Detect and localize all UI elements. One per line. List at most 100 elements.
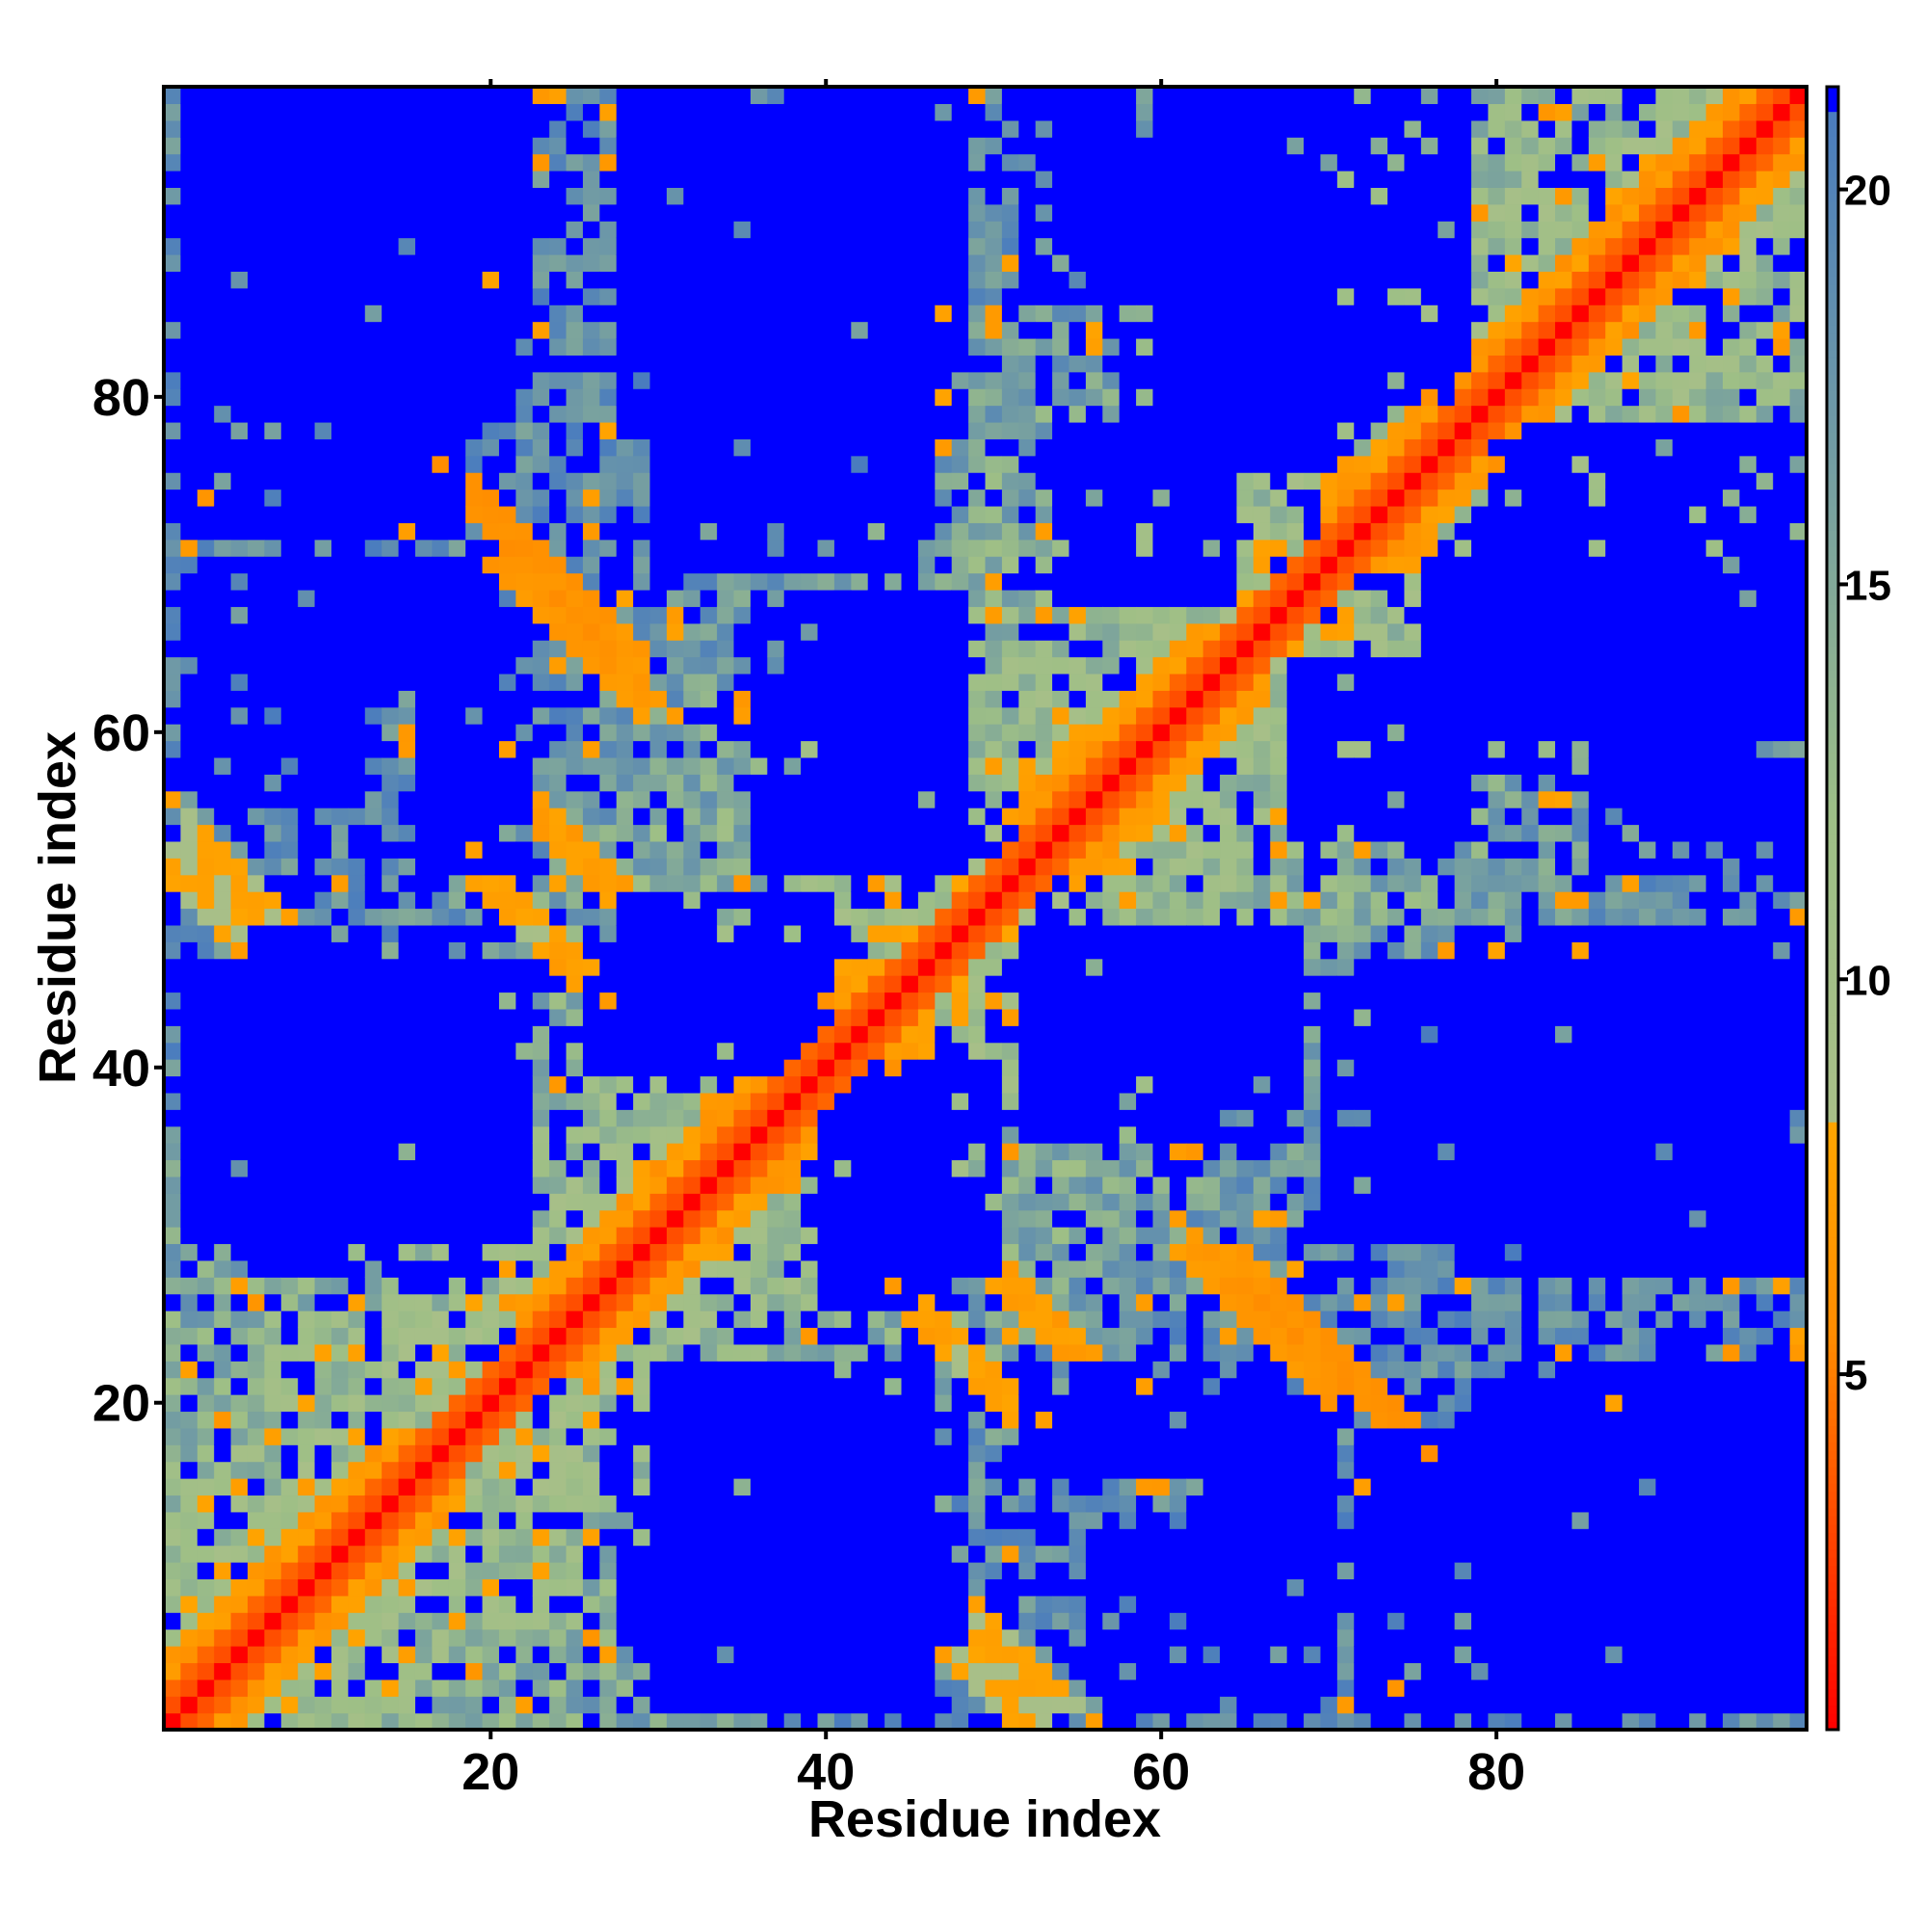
heatmap-cell [532, 1628, 550, 1647]
heatmap-cell [917, 690, 936, 708]
heatmap-cell [1001, 539, 1019, 557]
heatmap-cell [733, 756, 752, 775]
heatmap-cell [448, 1059, 466, 1077]
heatmap-cell [683, 556, 701, 574]
heatmap-cell [817, 405, 835, 423]
heatmap-cell [566, 1528, 584, 1547]
heatmap-cell [750, 1478, 768, 1496]
heatmap-cell [382, 1377, 400, 1395]
heatmap-cell [985, 1176, 1003, 1194]
heatmap-cell [432, 1176, 450, 1194]
heatmap-cell [901, 287, 919, 305]
heatmap-cell [750, 405, 768, 423]
heatmap-cell [364, 1595, 383, 1613]
heatmap-cell [164, 606, 181, 624]
heatmap-cell [515, 941, 534, 960]
heatmap-cell [498, 622, 516, 641]
heatmap-cell [750, 421, 768, 439]
heatmap-cell [935, 572, 953, 591]
heatmap-cell [733, 740, 752, 758]
heatmap-cell [448, 640, 466, 658]
heatmap-cell [432, 187, 450, 205]
heatmap-cell [398, 1008, 416, 1026]
heatmap-cell [666, 1377, 684, 1395]
heatmap-cell [230, 1209, 249, 1228]
heatmap-cell [264, 522, 282, 541]
heatmap-cell [767, 253, 785, 272]
heatmap-cell [298, 221, 316, 239]
heatmap-cell [314, 321, 332, 339]
heatmap-cell [498, 807, 516, 826]
heatmap-cell [700, 1277, 718, 1295]
heatmap-cell [935, 673, 953, 691]
heatmap-cell [566, 992, 584, 1010]
heatmap-cell [582, 87, 600, 104]
heatmap-cell [448, 1696, 466, 1714]
heatmap-cell [649, 221, 668, 239]
heatmap-cell [917, 388, 936, 407]
heatmap-cell [364, 1444, 383, 1463]
heatmap-cell [164, 1361, 181, 1379]
heatmap-cell [498, 237, 516, 255]
heatmap-cell [633, 1361, 651, 1379]
heatmap-cell [566, 556, 584, 574]
heatmap-cell [364, 824, 383, 842]
heatmap-cell [532, 153, 550, 172]
heatmap-cell [549, 1008, 568, 1026]
heatmap-cell [532, 539, 550, 557]
heatmap-cell [298, 992, 316, 1010]
heatmap-cell [515, 103, 534, 121]
heatmap-cell [985, 858, 1003, 876]
heatmap-cell [414, 137, 433, 155]
heatmap-cell [465, 355, 484, 373]
heatmap-cell [649, 824, 668, 842]
heatmap-cell [817, 522, 835, 541]
heatmap-cell [465, 572, 484, 591]
heatmap-cell [968, 1495, 987, 1513]
heatmap-cell [917, 1327, 936, 1345]
heatmap-cell [599, 87, 618, 104]
heatmap-cell [633, 1427, 651, 1445]
heatmap-cell [633, 1109, 651, 1127]
heatmap-cell [616, 1243, 634, 1261]
heatmap-cell [968, 1679, 987, 1697]
heatmap-cell [448, 287, 466, 305]
heatmap-cell [833, 1143, 852, 1161]
heatmap-cell [230, 1109, 249, 1127]
heatmap-cell [414, 622, 433, 641]
heatmap-cell [498, 119, 516, 138]
heatmap-cell [985, 1092, 1003, 1110]
heatmap-cell [935, 1679, 953, 1697]
heatmap-cell [884, 891, 903, 910]
heatmap-cell [566, 489, 584, 507]
heatmap-cell [901, 1427, 919, 1445]
heatmap-cell [1001, 606, 1019, 624]
heatmap-cell [398, 1143, 416, 1161]
heatmap-cell [884, 807, 903, 826]
heatmap-cell [164, 690, 181, 708]
heatmap-cell [750, 790, 768, 808]
heatmap-cell [582, 1008, 600, 1026]
heatmap-cell [700, 1310, 718, 1329]
heatmap-cell [197, 1361, 215, 1379]
heatmap-cell [867, 1176, 885, 1194]
heatmap-cell [398, 740, 416, 758]
heatmap-cell [448, 874, 466, 892]
heatmap-cell [599, 1092, 618, 1110]
heatmap-cell [649, 1662, 668, 1681]
heatmap-cell [633, 874, 651, 892]
heatmap-cell [398, 622, 416, 641]
heatmap-cell [582, 388, 600, 407]
heatmap-cell [833, 556, 852, 574]
heatmap-cell [683, 958, 701, 976]
heatmap-cell [884, 958, 903, 976]
heatmap-cell [230, 1227, 249, 1245]
heatmap-cell [851, 472, 869, 490]
heatmap-cell [767, 287, 785, 305]
heatmap-cell [330, 438, 349, 457]
heatmap-cell [549, 438, 568, 457]
heatmap-cell [817, 1025, 835, 1044]
heatmap-cell [917, 421, 936, 439]
heatmap-cell [700, 1125, 718, 1144]
heatmap-cell [817, 1628, 835, 1647]
